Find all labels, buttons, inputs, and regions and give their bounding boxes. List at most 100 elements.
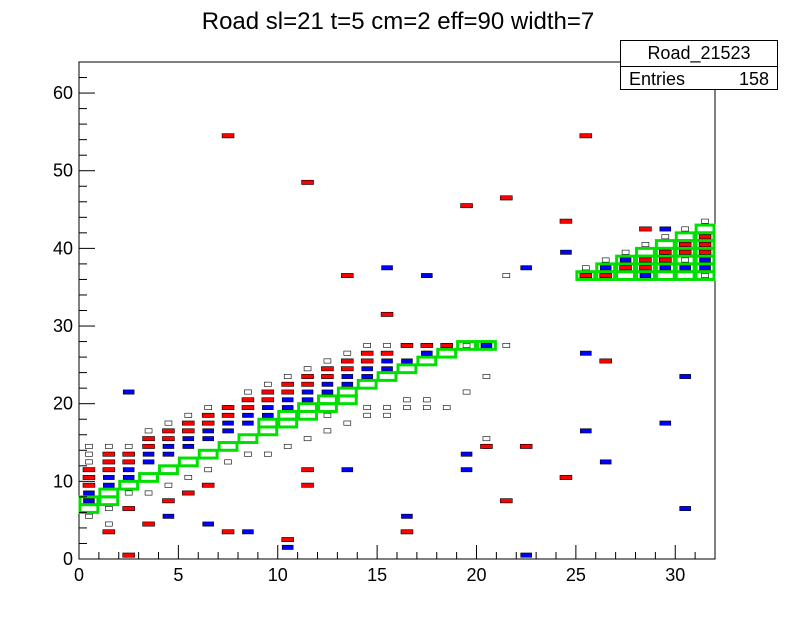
blue-cell bbox=[341, 381, 354, 387]
red-cell bbox=[579, 273, 593, 278]
blue-cell bbox=[460, 467, 473, 473]
red-cell bbox=[559, 475, 573, 480]
red-cell bbox=[241, 397, 255, 403]
blue-cell bbox=[83, 490, 95, 496]
y-tick-label: 20 bbox=[53, 394, 73, 414]
black-cell bbox=[204, 405, 212, 411]
black-cell bbox=[681, 257, 689, 263]
red-cell bbox=[559, 218, 573, 224]
blue-cell bbox=[262, 412, 274, 418]
blue-cell bbox=[361, 374, 373, 379]
black-cell bbox=[303, 366, 312, 372]
black-cell bbox=[641, 242, 650, 247]
blue-cell bbox=[619, 257, 632, 263]
blue-cell bbox=[401, 513, 413, 519]
black-cell bbox=[403, 397, 411, 403]
red-cell bbox=[341, 358, 354, 364]
black-cell bbox=[502, 273, 511, 278]
blue-cell bbox=[103, 482, 115, 488]
black-cell bbox=[423, 405, 431, 411]
red-cell bbox=[440, 343, 453, 348]
black-cell bbox=[85, 513, 93, 519]
road-cell bbox=[635, 246, 656, 258]
stats-entries-label: Entries bbox=[629, 69, 686, 89]
black-cell bbox=[323, 412, 332, 418]
blue-cell bbox=[83, 498, 95, 504]
road-cell bbox=[356, 378, 378, 390]
red-cell bbox=[678, 249, 692, 255]
blue-cell bbox=[122, 475, 135, 480]
road-cell bbox=[436, 347, 458, 359]
blue-cell bbox=[421, 350, 433, 356]
x-tick-label: 10 bbox=[268, 565, 288, 585]
red-cell bbox=[102, 467, 116, 473]
road-cell bbox=[317, 394, 338, 406]
blue-cell bbox=[699, 265, 711, 271]
blue-cell bbox=[281, 397, 294, 403]
red-cell bbox=[400, 529, 414, 535]
blue-cell bbox=[659, 265, 672, 271]
black-cell bbox=[462, 343, 471, 348]
blue-cell bbox=[679, 265, 691, 271]
black-cell bbox=[462, 389, 471, 395]
road-cell bbox=[177, 456, 199, 468]
blue-cell bbox=[639, 273, 652, 278]
black-cell bbox=[701, 218, 709, 224]
road-cell bbox=[654, 239, 676, 250]
black-cell bbox=[343, 350, 352, 356]
black-cell bbox=[164, 482, 173, 488]
blue-cell bbox=[202, 521, 214, 527]
red-cell bbox=[360, 350, 374, 356]
road-cell bbox=[257, 417, 279, 429]
red-cell bbox=[341, 273, 354, 278]
red-cell bbox=[182, 420, 195, 426]
blue-cell bbox=[202, 436, 214, 442]
red-cell bbox=[201, 420, 215, 426]
red-cell bbox=[519, 443, 533, 449]
blue-cell bbox=[122, 389, 135, 395]
red-cell bbox=[599, 273, 612, 278]
road-cell bbox=[416, 355, 438, 367]
blue-cell bbox=[560, 249, 572, 255]
blue-cell bbox=[520, 552, 532, 558]
black-cell bbox=[85, 451, 93, 457]
blue-cell bbox=[679, 374, 691, 379]
blue-cell bbox=[281, 544, 294, 550]
red-cell bbox=[579, 133, 593, 139]
red-cell bbox=[281, 537, 294, 543]
red-cell bbox=[182, 490, 195, 496]
black-cell bbox=[244, 451, 252, 457]
blue-cell bbox=[301, 397, 314, 403]
blue-cell bbox=[699, 257, 711, 263]
blue-cell bbox=[460, 451, 473, 457]
black-cell bbox=[681, 226, 689, 232]
blue-cell bbox=[520, 265, 532, 271]
road-cell bbox=[376, 371, 398, 382]
red-cell bbox=[301, 381, 314, 387]
blue-cell bbox=[162, 513, 175, 519]
blue-cell bbox=[679, 506, 691, 511]
red-cell bbox=[182, 428, 195, 434]
black-cell bbox=[343, 420, 352, 426]
red-cell bbox=[380, 350, 394, 356]
black-cell bbox=[482, 436, 491, 442]
black-cell bbox=[184, 475, 193, 480]
red-cell bbox=[321, 374, 334, 379]
black-cell bbox=[283, 443, 292, 449]
black-cell bbox=[423, 397, 431, 403]
red-cell bbox=[122, 552, 135, 558]
blue-cell bbox=[659, 226, 672, 232]
red-cell bbox=[162, 498, 175, 504]
red-cell bbox=[678, 242, 692, 247]
red-cell bbox=[698, 242, 712, 247]
red-cell bbox=[221, 412, 235, 418]
blue-cell bbox=[122, 467, 135, 473]
blue-cell bbox=[599, 459, 612, 465]
black-cell bbox=[124, 443, 133, 449]
black-cell bbox=[303, 436, 312, 442]
red-cell bbox=[619, 265, 632, 271]
blue-cell bbox=[242, 529, 254, 535]
red-cell bbox=[341, 366, 354, 372]
road-cell bbox=[277, 409, 299, 421]
blue-cell bbox=[580, 428, 592, 434]
